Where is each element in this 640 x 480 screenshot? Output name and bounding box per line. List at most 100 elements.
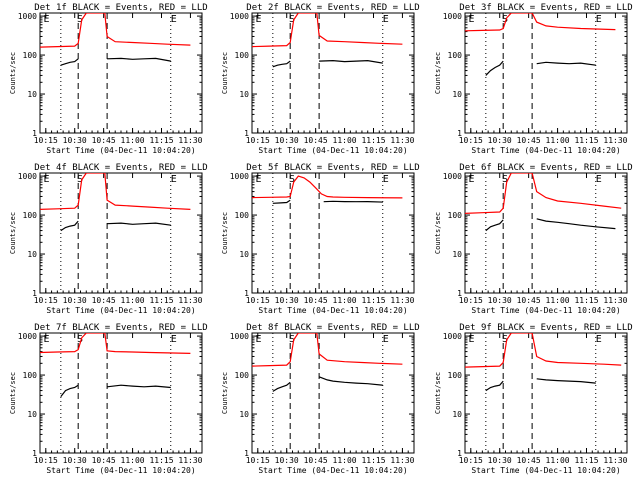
y-tick-label: 100 (23, 211, 38, 220)
y-tick-label: 1000 (18, 12, 37, 21)
x-axis-label: Start Time (04-Dec-11 10:04:20) (46, 306, 195, 315)
time-marker-label: S (289, 334, 295, 345)
y-tick-label: 1 (457, 449, 462, 458)
series-line-events (485, 60, 504, 76)
x-tick-label: 10:30 (63, 296, 87, 305)
series-line-lld (465, 333, 622, 368)
y-tick-label: 1 (32, 449, 37, 458)
series-line-events (319, 59, 383, 64)
x-tick-label: 11:00 (121, 136, 145, 145)
y-tick-label: 10 (27, 410, 37, 419)
plot-frame (464, 12, 628, 134)
y-axis-label: Counts/sec (434, 372, 442, 414)
time-marker-label: E (468, 174, 474, 185)
x-tick-label: 10:45 (517, 136, 541, 145)
time-marker-label: E (468, 334, 474, 345)
series-line-lld (40, 333, 191, 354)
time-marker-label: E (383, 174, 389, 185)
y-tick-label: 10 (452, 90, 462, 99)
x-axis-label: Start Time (04-Dec-11 10:04:20) (258, 306, 407, 315)
y-axis-label: Counts/sec (221, 212, 229, 254)
chart-title: Det 6f BLACK = Events, RED = LLD (459, 163, 632, 173)
y-tick-label: 10 (452, 250, 462, 259)
time-marker-label: E (171, 14, 177, 25)
time-marker-label: S (289, 14, 295, 25)
y-tick-label: 1000 (443, 172, 462, 181)
y-tick-label: 10 (239, 250, 249, 259)
y-tick-label: 10 (239, 410, 249, 419)
series-line-events (272, 60, 291, 68)
x-tick-label: 10:30 (63, 456, 87, 465)
time-marker-label: E (255, 14, 261, 25)
chart-title: Det 9f BLACK = Events, RED = LLD (459, 323, 632, 333)
x-tick-label: 10:45 (92, 296, 116, 305)
y-tick-label: 10 (27, 250, 37, 259)
time-marker-label: E (43, 334, 49, 345)
x-tick-label: 10:30 (488, 456, 512, 465)
x-tick-label: 11:30 (178, 136, 202, 145)
x-tick-label: 11:00 (546, 456, 570, 465)
chart-title: Det 2f BLACK = Events, RED = LLD (246, 3, 419, 13)
time-marker-label: S (77, 174, 83, 185)
x-tick-label: 11:00 (121, 296, 145, 305)
plot-frame (464, 172, 628, 294)
time-marker-label: S (502, 14, 508, 25)
x-tick-label: 10:30 (63, 136, 87, 145)
x-tick-label: 10:15 (459, 456, 483, 465)
x-tick-label: 11:00 (546, 136, 570, 145)
series-line-lld (465, 173, 622, 214)
y-axis-label: Counts/sec (221, 52, 229, 94)
x-tick-label: 11:15 (361, 136, 385, 145)
y-tick-label: 1000 (230, 172, 249, 181)
y-tick-label: 100 (448, 51, 463, 60)
y-axis-label: Counts/sec (9, 372, 17, 414)
series-line-events (485, 380, 504, 392)
y-tick-label: 100 (235, 211, 250, 220)
series-line-events (323, 200, 383, 203)
time-marker-label: E (468, 14, 474, 25)
x-axis-label: Start Time (04-Dec-11 10:04:20) (46, 146, 195, 155)
x-tick-label: 11:00 (333, 136, 357, 145)
time-marker-label: S (77, 334, 83, 345)
chart-title: Det 7f BLACK = Events, RED = LLD (34, 323, 207, 333)
chart-panel-9: Det 9f BLACK = Events, RED = LLD 1 10 100 10… (434, 323, 633, 475)
y-tick-label: 10 (452, 410, 462, 419)
y-tick-label: 10 (239, 90, 249, 99)
y-tick-label: 100 (235, 51, 250, 60)
x-tick-label: 10:30 (275, 136, 299, 145)
x-tick-label: 11:30 (603, 296, 627, 305)
x-tick-label: 10:45 (517, 296, 541, 305)
y-axis-label: Counts/sec (9, 52, 17, 94)
x-tick-label: 11:30 (390, 296, 414, 305)
series-line-lld (252, 13, 403, 48)
x-tick-label: 11:15 (574, 296, 598, 305)
y-tick-label: 100 (23, 51, 38, 60)
series-line-events (536, 218, 616, 230)
x-tick-label: 10:15 (246, 136, 270, 145)
time-marker-label: E (596, 334, 602, 345)
chart-title: Det 4f BLACK = Events, RED = LLD (34, 163, 207, 173)
y-tick-label: 1 (457, 129, 462, 138)
x-tick-label: 11:15 (574, 456, 598, 465)
x-tick-label: 11:30 (390, 136, 414, 145)
time-marker-label: E (255, 174, 261, 185)
series-line-events (60, 58, 79, 66)
x-axis-label: Start Time (04-Dec-11 10:04:20) (471, 306, 620, 315)
y-tick-label: 1000 (230, 12, 249, 21)
time-marker-label: E (171, 334, 177, 345)
x-tick-label: 11:15 (361, 296, 385, 305)
x-axis-label: Start Time (04-Dec-11 10:04:20) (46, 466, 195, 475)
chart-panel-3: Det 3f BLACK = Events, RED = LLD 1 10 100 10… (434, 3, 633, 155)
x-tick-label: 10:15 (459, 136, 483, 145)
x-tick-label: 11:00 (121, 456, 145, 465)
x-tick-label: 10:45 (304, 136, 328, 145)
chart-panel-5: Det 5f BLACK = Events, RED = LLD 1 10 100 10… (221, 163, 420, 315)
y-tick-label: 100 (448, 371, 463, 380)
y-tick-label: 1 (244, 289, 249, 298)
y-axis-label: Counts/sec (221, 372, 229, 414)
x-tick-label: 11:15 (149, 456, 173, 465)
y-tick-label: 1 (457, 289, 462, 298)
time-marker-label: E (171, 174, 177, 185)
y-tick-label: 100 (448, 211, 463, 220)
